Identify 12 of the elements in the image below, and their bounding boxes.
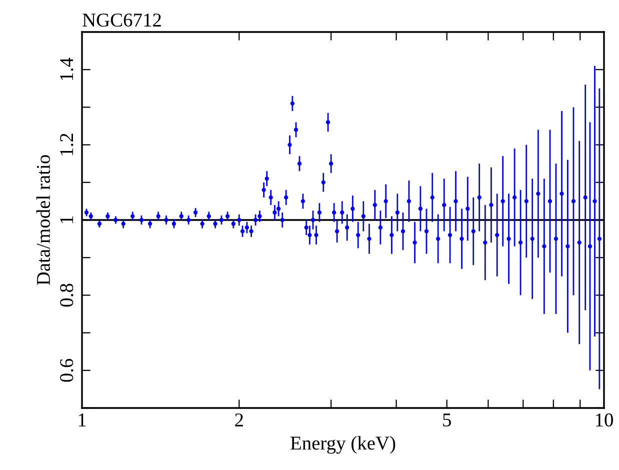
y-tick-label: 1 [60,216,73,224]
x-axis-title: Energy (keV) [290,436,396,454]
x-tick-label: 10 [596,413,613,427]
chart-title: NGC6712 [82,14,161,27]
x-tick-label: 5 [443,414,451,427]
y-tick-label: 0.6 [60,358,74,382]
x-tick-label: 1 [78,414,86,426]
y-tick-label: 1.4 [60,58,74,80]
y-tick-label: 1.2 [60,134,74,156]
x-tick-label: 2 [235,413,243,426]
y-tick-label: 0.8 [60,284,74,307]
y-axis-title: Data/model ratio [36,155,50,286]
